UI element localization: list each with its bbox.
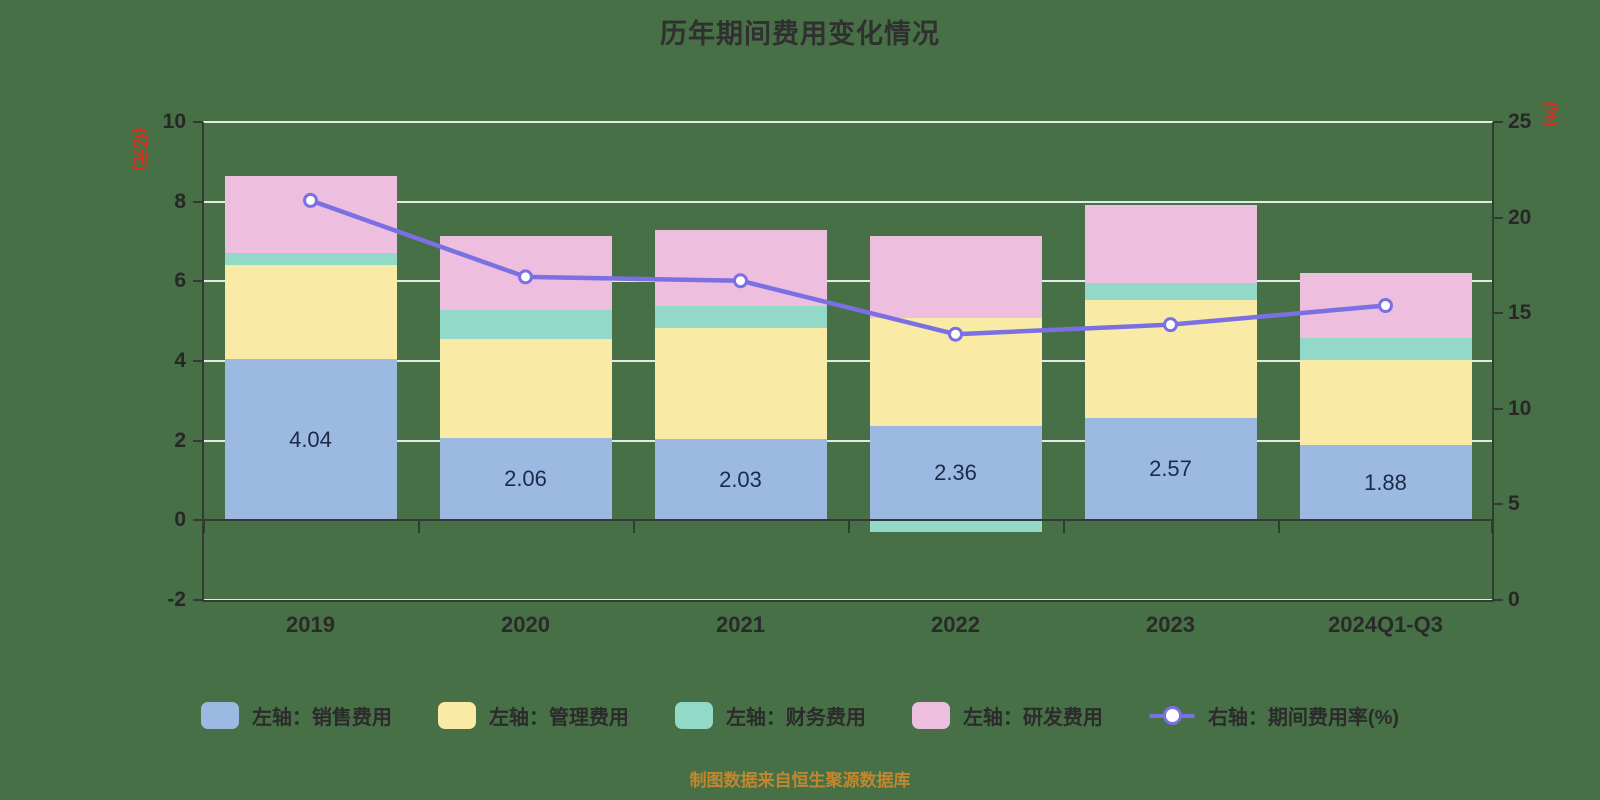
right-axis-tick-label: 15 [1508,301,1532,325]
bar-segment[interactable] [1299,359,1472,446]
legend-label: 左轴：财务费用 [725,707,866,729]
bar-segment[interactable] [1299,445,1472,521]
expense-ratio-point[interactable] [1378,298,1393,314]
bar-segment[interactable] [1299,337,1472,360]
left-axis-tick-label: 2 [174,428,186,452]
expense-ratio-point[interactable] [303,192,318,208]
left-axis-tick [193,519,203,522]
legend-item-expense-ratio[interactable]: 右轴：期间费用率(%) [1148,701,1400,730]
x-axis-tick [848,520,850,534]
right-axis-tick-label: 10 [1508,396,1532,420]
gridline [203,360,1493,362]
y-axis-left-line [202,121,204,601]
gridline [203,280,1493,283]
right-axis-tick [1493,216,1503,219]
legend-item-rd-expense[interactable]: 左轴：研发费用 [911,701,1103,730]
x-axis-category-label: 2019 [286,612,335,637]
x-axis-category-label: 2024Q1-Q3 [1328,612,1443,637]
legend-item-sales-expense[interactable]: 左轴：销售费用 [200,701,392,730]
right-axis-tick [1493,599,1503,601]
x-axis-category-label: 2021 [716,612,765,637]
bar-value-label: 2.36 [934,460,977,486]
rd-expense-swatch-icon [911,702,950,729]
x-axis-tick [1278,520,1280,534]
legend-item-finance-expense[interactable]: 左轴：财务费用 [674,701,866,730]
finance-expense-swatch-icon [674,702,713,729]
bar-segment[interactable] [439,338,612,439]
left-axis-tick [193,599,203,601]
bar-segment[interactable] [1084,283,1257,301]
left-axis-tick-label: 8 [174,189,186,213]
bar-value-label: 1.88 [1364,469,1407,495]
bar-segment[interactable] [1084,204,1257,284]
legend-item-admin-expense[interactable]: 左轴：管理费用 [437,701,629,730]
expense-ratio-point[interactable] [948,326,963,342]
right-axis-tick [1493,121,1503,123]
bar-value-label: 2.57 [1149,456,1192,482]
right-axis-tick-label: 5 [1508,492,1520,516]
bar-segment[interactable] [869,235,1042,318]
x-axis-tick [418,520,420,534]
bar-segment[interactable] [224,176,397,254]
bar-segment[interactable] [224,253,397,265]
gridline [203,200,1493,203]
legend-label: 左轴：销售费用 [251,707,392,729]
legend-label: 左轴：研发费用 [962,707,1103,729]
right-axis-tick-label: 0 [1508,588,1520,611]
line-marker-icon [1148,702,1195,729]
bar-segment[interactable] [224,359,397,521]
left-axis-tick [193,280,203,283]
left-axis-tick [193,439,203,442]
bar-value-label: 2.03 [719,466,762,492]
legend: 左轴：销售费用 左轴：管理费用 左轴：财务费用 左轴：研发费用 右轴：期间费用率… [0,701,1600,730]
right-axis-tick-label: 20 [1508,205,1532,229]
chart-title: 历年期间费用变化情况 [660,19,940,49]
gridline [203,121,1493,123]
admin-expense-swatch-icon [437,702,476,729]
right-axis-tick [1493,312,1503,315]
left-axis-tick-label: -2 [167,588,186,611]
x-axis-bottom-line [202,599,1494,602]
bar-segment[interactable] [869,520,1042,533]
plot-area: 4.04 2.06 2.03 2.36 2.57 1.88 [202,121,1494,602]
bar-segment[interactable] [439,310,612,339]
bar-segment[interactable] [654,306,827,328]
left-axis-tick [193,360,203,362]
left-axis-tick [193,121,203,123]
expense-ratio-point[interactable] [733,273,748,289]
bar-value-label: 4.04 [289,426,332,452]
x-axis-category-label: 2020 [501,612,550,637]
legend-label: 右轴：期间费用率(%) [1207,707,1400,729]
left-axis-tick [193,200,203,203]
legend-label: 左轴：管理费用 [488,707,629,729]
left-axis-tick-label: 0 [174,508,186,532]
line-symbol-dot [1162,706,1182,725]
x-axis-category-label: 2023 [1146,612,1195,637]
left-axis-tick-label: 10 [162,110,186,133]
bar-segment[interactable] [654,439,827,521]
bar-segment[interactable] [439,438,612,521]
expense-ratio-line-layer [303,192,1393,342]
expense-ratio-line [308,198,1388,337]
right-axis-tick [1493,407,1503,410]
bar-value-label: 2.06 [504,466,547,492]
right-axis-tick [1493,503,1503,506]
bar-segment[interactable] [654,327,827,440]
sales-expense-swatch-icon [200,702,239,729]
x-axis-category-label: 2022 [931,612,980,637]
gridline [203,439,1493,442]
left-axis-tick-label: 4 [174,349,186,372]
bar-segment[interactable] [1084,417,1257,521]
x-axis-tick [1063,520,1065,534]
x-axis-tick [633,520,635,534]
y-axis-right-line [1492,121,1494,601]
left-axis-tick-label: 6 [174,269,186,293]
bar-segment[interactable] [869,426,1042,521]
expense-ratio-point[interactable] [518,269,533,285]
data-source-note: 制图数据来自恒生聚源数据库 [689,771,911,790]
expense-ratio-point[interactable] [1163,317,1178,333]
x-axis-tick [203,520,205,534]
right-axis-tick-label: 25 [1508,110,1532,133]
bar-segment[interactable] [224,265,397,360]
